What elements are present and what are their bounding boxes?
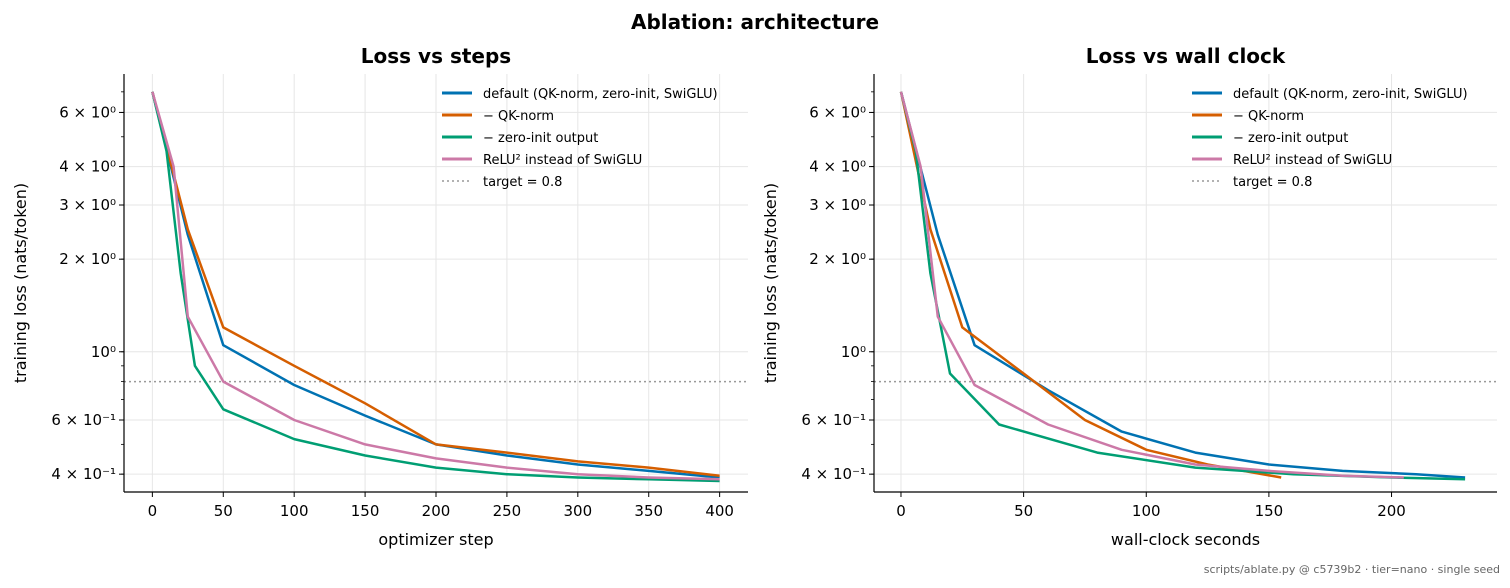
x-axis-label: wall-clock seconds: [1111, 530, 1260, 549]
x-tick-label: 300: [563, 502, 592, 520]
x-tick-label: 50: [1014, 502, 1033, 520]
panel-title: Loss vs steps: [361, 44, 511, 68]
panel-title: Loss vs wall clock: [1086, 44, 1286, 68]
x-tick-label: 100: [1132, 502, 1161, 520]
y-tick-label: 2 × 10⁰: [809, 250, 866, 268]
x-tick-label: 150: [351, 502, 380, 520]
x-tick-label: 200: [1377, 502, 1406, 520]
x-tick-label: 250: [493, 502, 522, 520]
figure-suptitle: Ablation: architecture: [631, 10, 879, 34]
legend: default (QK-norm, zero-init, SwiGLU) − QK…: [1192, 87, 1468, 190]
y-tick-label: 6 × 10⁰: [809, 103, 866, 121]
panel-loss-vs-wall-clock: 0 50 100 150 200 6 × 10⁰ 4 × 10⁰ 3 × 10⁰ 2 × 10⁰…: [761, 44, 1497, 549]
y-tick-label: 4 × 10⁻¹: [801, 465, 866, 483]
x-tick-label: 350: [634, 502, 663, 520]
legend-label-target: target = 0.8: [483, 175, 562, 190]
x-tick-label: 100: [280, 502, 309, 520]
series-line-default-qk-norm-zero-init-swiglu: [899, 91, 1466, 479]
y-tick-label: 4 × 10⁰: [809, 158, 866, 176]
legend-label-target: target = 0.8: [1233, 175, 1312, 190]
legend-label: − QK-norm: [483, 109, 554, 124]
y-tick-label: 2 × 10⁰: [59, 250, 116, 268]
series-line-relu-instead-of-swiglu: [151, 91, 720, 481]
series-line-qk-norm: [899, 91, 1282, 479]
x-tick-label: 150: [1255, 502, 1284, 520]
y-tick-label: 10⁰: [841, 343, 866, 361]
x-tick-label: 0: [148, 502, 158, 520]
footer-note: scripts/ablate.py @ c5739b2 · tier=nano …: [1204, 563, 1500, 576]
legend-label: default (QK-norm, zero-init, SwiGLU): [483, 87, 718, 102]
legend: default (QK-norm, zero-init, SwiGLU) − QK…: [442, 87, 718, 190]
y-tick-label: 4 × 10⁰: [59, 158, 116, 176]
x-axis-label: optimizer step: [378, 530, 493, 549]
legend-label: − zero-init output: [1233, 131, 1348, 146]
panel-loss-vs-steps: 0 50 100 150 200 250 300 350 400 6 × 10⁰ 4 × 10⁰ 3 …: [11, 44, 748, 549]
legend-label: ReLU² instead of SwiGLU: [1233, 153, 1392, 168]
y-axis-label: training loss (nats/token): [761, 183, 780, 383]
x-tick-label: 0: [896, 502, 906, 520]
x-tick-label: 50: [214, 502, 233, 520]
y-axis-label: training loss (nats/token): [11, 183, 30, 383]
y-tick-label: 10⁰: [91, 343, 116, 361]
series-line-zero-init-output: [151, 91, 720, 483]
y-tick-label: 4 × 10⁻¹: [51, 465, 116, 483]
y-tick-label: 6 × 10⁻¹: [51, 411, 116, 429]
y-tick-label: 3 × 10⁰: [809, 196, 866, 214]
y-tick-label: 6 × 10⁻¹: [801, 411, 866, 429]
x-tick-label: 200: [422, 502, 451, 520]
series-line-zero-init-output: [899, 91, 1466, 481]
series-line-relu-instead-of-swiglu: [899, 91, 1404, 479]
legend-label: default (QK-norm, zero-init, SwiGLU): [1233, 87, 1468, 102]
series-line-qk-norm: [151, 91, 720, 478]
legend-label: ReLU² instead of SwiGLU: [483, 153, 642, 168]
y-tick-label: 3 × 10⁰: [59, 196, 116, 214]
legend-label: − zero-init output: [483, 131, 598, 146]
y-tick-label: 6 × 10⁰: [59, 103, 116, 121]
series-line-default-qk-norm-zero-init-swiglu: [151, 91, 720, 479]
x-tick-label: 400: [705, 502, 734, 520]
legend-label: − QK-norm: [1233, 109, 1304, 124]
